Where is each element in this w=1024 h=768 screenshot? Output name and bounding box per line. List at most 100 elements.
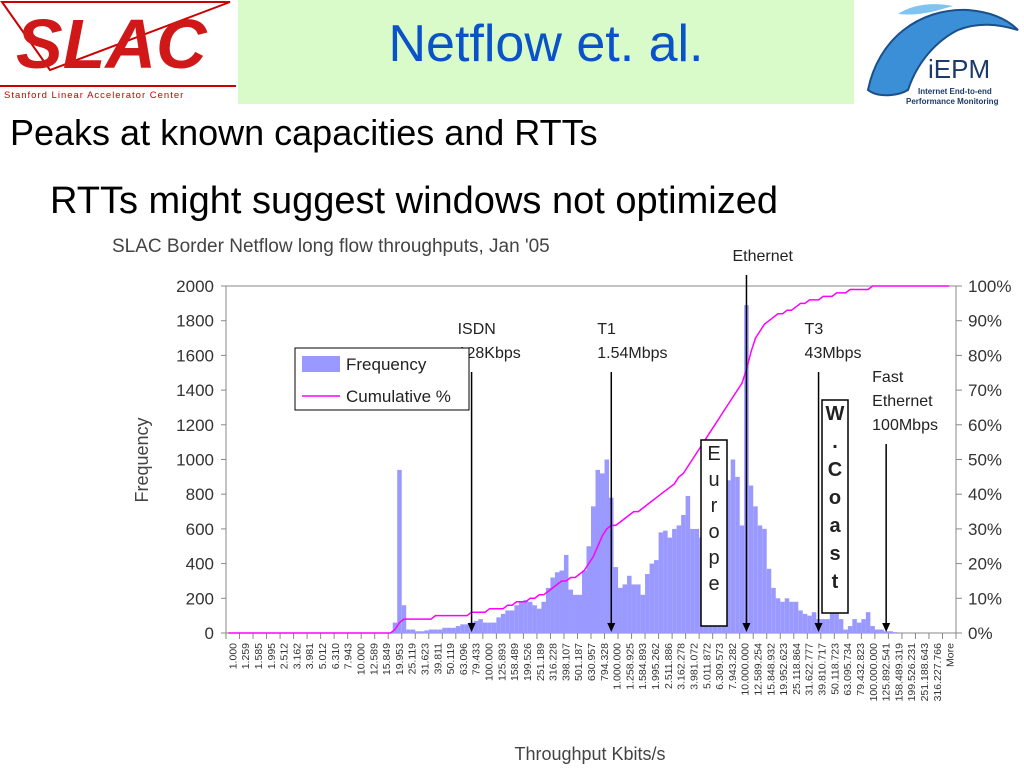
frequency-bar bbox=[600, 473, 605, 633]
x-tick-label: 251.188.643 bbox=[919, 643, 931, 702]
frequency-bar bbox=[451, 627, 456, 633]
x-tick-label: 3.162.278 bbox=[676, 643, 688, 690]
frequency-bar bbox=[415, 631, 420, 633]
frequency-bar bbox=[563, 554, 569, 633]
frequency-bar bbox=[446, 627, 452, 633]
frequency-bar bbox=[829, 610, 835, 633]
x-tick-label: 3.162 bbox=[291, 643, 303, 669]
frequency-bar bbox=[802, 613, 808, 633]
x-tick-label: 1.000 bbox=[227, 643, 239, 669]
x-tick-label: 63.095.734 bbox=[842, 643, 854, 696]
frequency-bar bbox=[505, 610, 510, 633]
x-tick-label: 2.511.886 bbox=[663, 643, 675, 689]
iepm-logo-subtitle1: Internet End-to-end bbox=[918, 87, 992, 96]
x-tick-label: 501.187 bbox=[573, 643, 585, 681]
y2-tick-label: 20% bbox=[968, 555, 1002, 574]
x-tick-label: 125.893 bbox=[496, 643, 508, 681]
frequency-bar bbox=[577, 594, 582, 633]
frequency-bar bbox=[766, 568, 772, 633]
y-tick-label: 1200 bbox=[176, 416, 214, 435]
y-tick-label: 800 bbox=[186, 485, 214, 504]
frequency-bar bbox=[518, 601, 524, 633]
y2-tick-label: 80% bbox=[968, 346, 1002, 365]
annotation-label: T3 bbox=[805, 321, 824, 338]
frequency-bar bbox=[654, 560, 659, 633]
frequency-bar bbox=[748, 485, 754, 633]
frequency-bar bbox=[865, 612, 871, 633]
frequency-bar bbox=[595, 469, 601, 633]
frequency-bar bbox=[843, 629, 848, 633]
frequency-bar bbox=[631, 584, 637, 633]
page-title: Netflow et. al. bbox=[388, 15, 704, 73]
y-tick-label: 0 bbox=[205, 624, 214, 643]
x-tick-label: 158.489.319 bbox=[893, 643, 905, 702]
y2-tick-label: 90% bbox=[968, 312, 1002, 331]
x-tick-label: 7.943.282 bbox=[727, 643, 739, 690]
bullet-1: Peaks at known capacities and RTTs bbox=[10, 112, 598, 153]
legend-frequency-label: Frequency bbox=[346, 355, 427, 374]
bullet-2: RTTs might suggest windows not optimized bbox=[50, 180, 778, 222]
frequency-bar bbox=[581, 570, 587, 633]
y2-tick-label: 0% bbox=[968, 624, 993, 643]
x-tick-label: 15.848.932 bbox=[765, 643, 777, 696]
frequency-bar bbox=[789, 601, 794, 633]
annotation-label: 128Kbps bbox=[458, 345, 521, 362]
x-tick-label: 3.981.072 bbox=[689, 643, 701, 690]
annotation-label: 1.54Mbps bbox=[597, 345, 667, 362]
x-tick-label: 6.309.573 bbox=[714, 643, 726, 690]
x-tick-label: 19.952.623 bbox=[778, 643, 790, 696]
x-tick-label: 6.310 bbox=[330, 643, 342, 669]
frequency-bar bbox=[410, 629, 416, 633]
x-tick-label: 199.526 bbox=[522, 643, 534, 681]
x-tick-label: 3.981 bbox=[304, 643, 316, 669]
region-box-char: t bbox=[832, 571, 839, 593]
region-box-char: W bbox=[826, 403, 845, 425]
y-tick-label: 2000 bbox=[176, 277, 214, 296]
y-tick-label: 200 bbox=[186, 589, 214, 608]
y2-tick-label: 10% bbox=[968, 589, 1002, 608]
frequency-bar bbox=[645, 574, 650, 633]
x-tick-label: 39.810.717 bbox=[817, 643, 829, 696]
y-axis-label: Frequency bbox=[132, 417, 152, 502]
x-tick-label: 10.000.000 bbox=[740, 643, 752, 696]
frequency-bar bbox=[784, 598, 790, 633]
x-tick-label: 158.489 bbox=[509, 643, 521, 681]
slac-logo-text: SLAC bbox=[16, 5, 208, 83]
frequency-bar bbox=[509, 610, 515, 633]
x-tick-label: 199.526.231 bbox=[906, 643, 918, 702]
x-tick-label: 398.107 bbox=[560, 643, 572, 681]
region-box-char: o bbox=[829, 487, 841, 509]
frequency-bar bbox=[627, 575, 632, 633]
frequency-bar bbox=[406, 629, 411, 633]
annotation-label: Ethernet bbox=[732, 248, 793, 265]
x-tick-label: 1.585 bbox=[253, 643, 265, 669]
x-tick-label: 10.000 bbox=[356, 643, 368, 675]
frequency-bar bbox=[852, 619, 857, 633]
frequency-bar bbox=[870, 626, 875, 633]
region-box-char: E bbox=[707, 443, 720, 465]
frequency-bar bbox=[636, 584, 641, 633]
frequency-bar bbox=[487, 622, 492, 633]
y-tick-label: 1400 bbox=[176, 381, 214, 400]
arrow-head bbox=[814, 623, 823, 632]
frequency-bar bbox=[753, 506, 758, 633]
frequency-bar bbox=[572, 594, 578, 633]
y-tick-label: 1800 bbox=[176, 312, 214, 331]
region-box-char: r bbox=[711, 495, 718, 517]
frequency-bar bbox=[419, 631, 425, 633]
frequency-bar bbox=[523, 600, 528, 633]
x-tick-label: 15.849 bbox=[381, 643, 393, 675]
x-tick-label: 79.432.823 bbox=[855, 643, 867, 696]
dolphin-icon bbox=[866, 8, 1019, 97]
frequency-bar bbox=[541, 601, 546, 633]
y2-tick-label: 70% bbox=[968, 381, 1002, 400]
x-tick-label: 31.623 bbox=[420, 643, 432, 675]
iepm-logo-subtitle2: Performance Monitoring bbox=[906, 97, 999, 106]
region-box-char: C bbox=[828, 459, 842, 481]
x-tick-label: 316.228 bbox=[548, 643, 560, 681]
region-box bbox=[821, 399, 849, 614]
frequency-bar bbox=[640, 594, 646, 633]
arrow-head bbox=[607, 623, 616, 632]
x-tick-label: 794.328 bbox=[599, 643, 611, 681]
x-tick-label: 5.012 bbox=[317, 643, 329, 669]
